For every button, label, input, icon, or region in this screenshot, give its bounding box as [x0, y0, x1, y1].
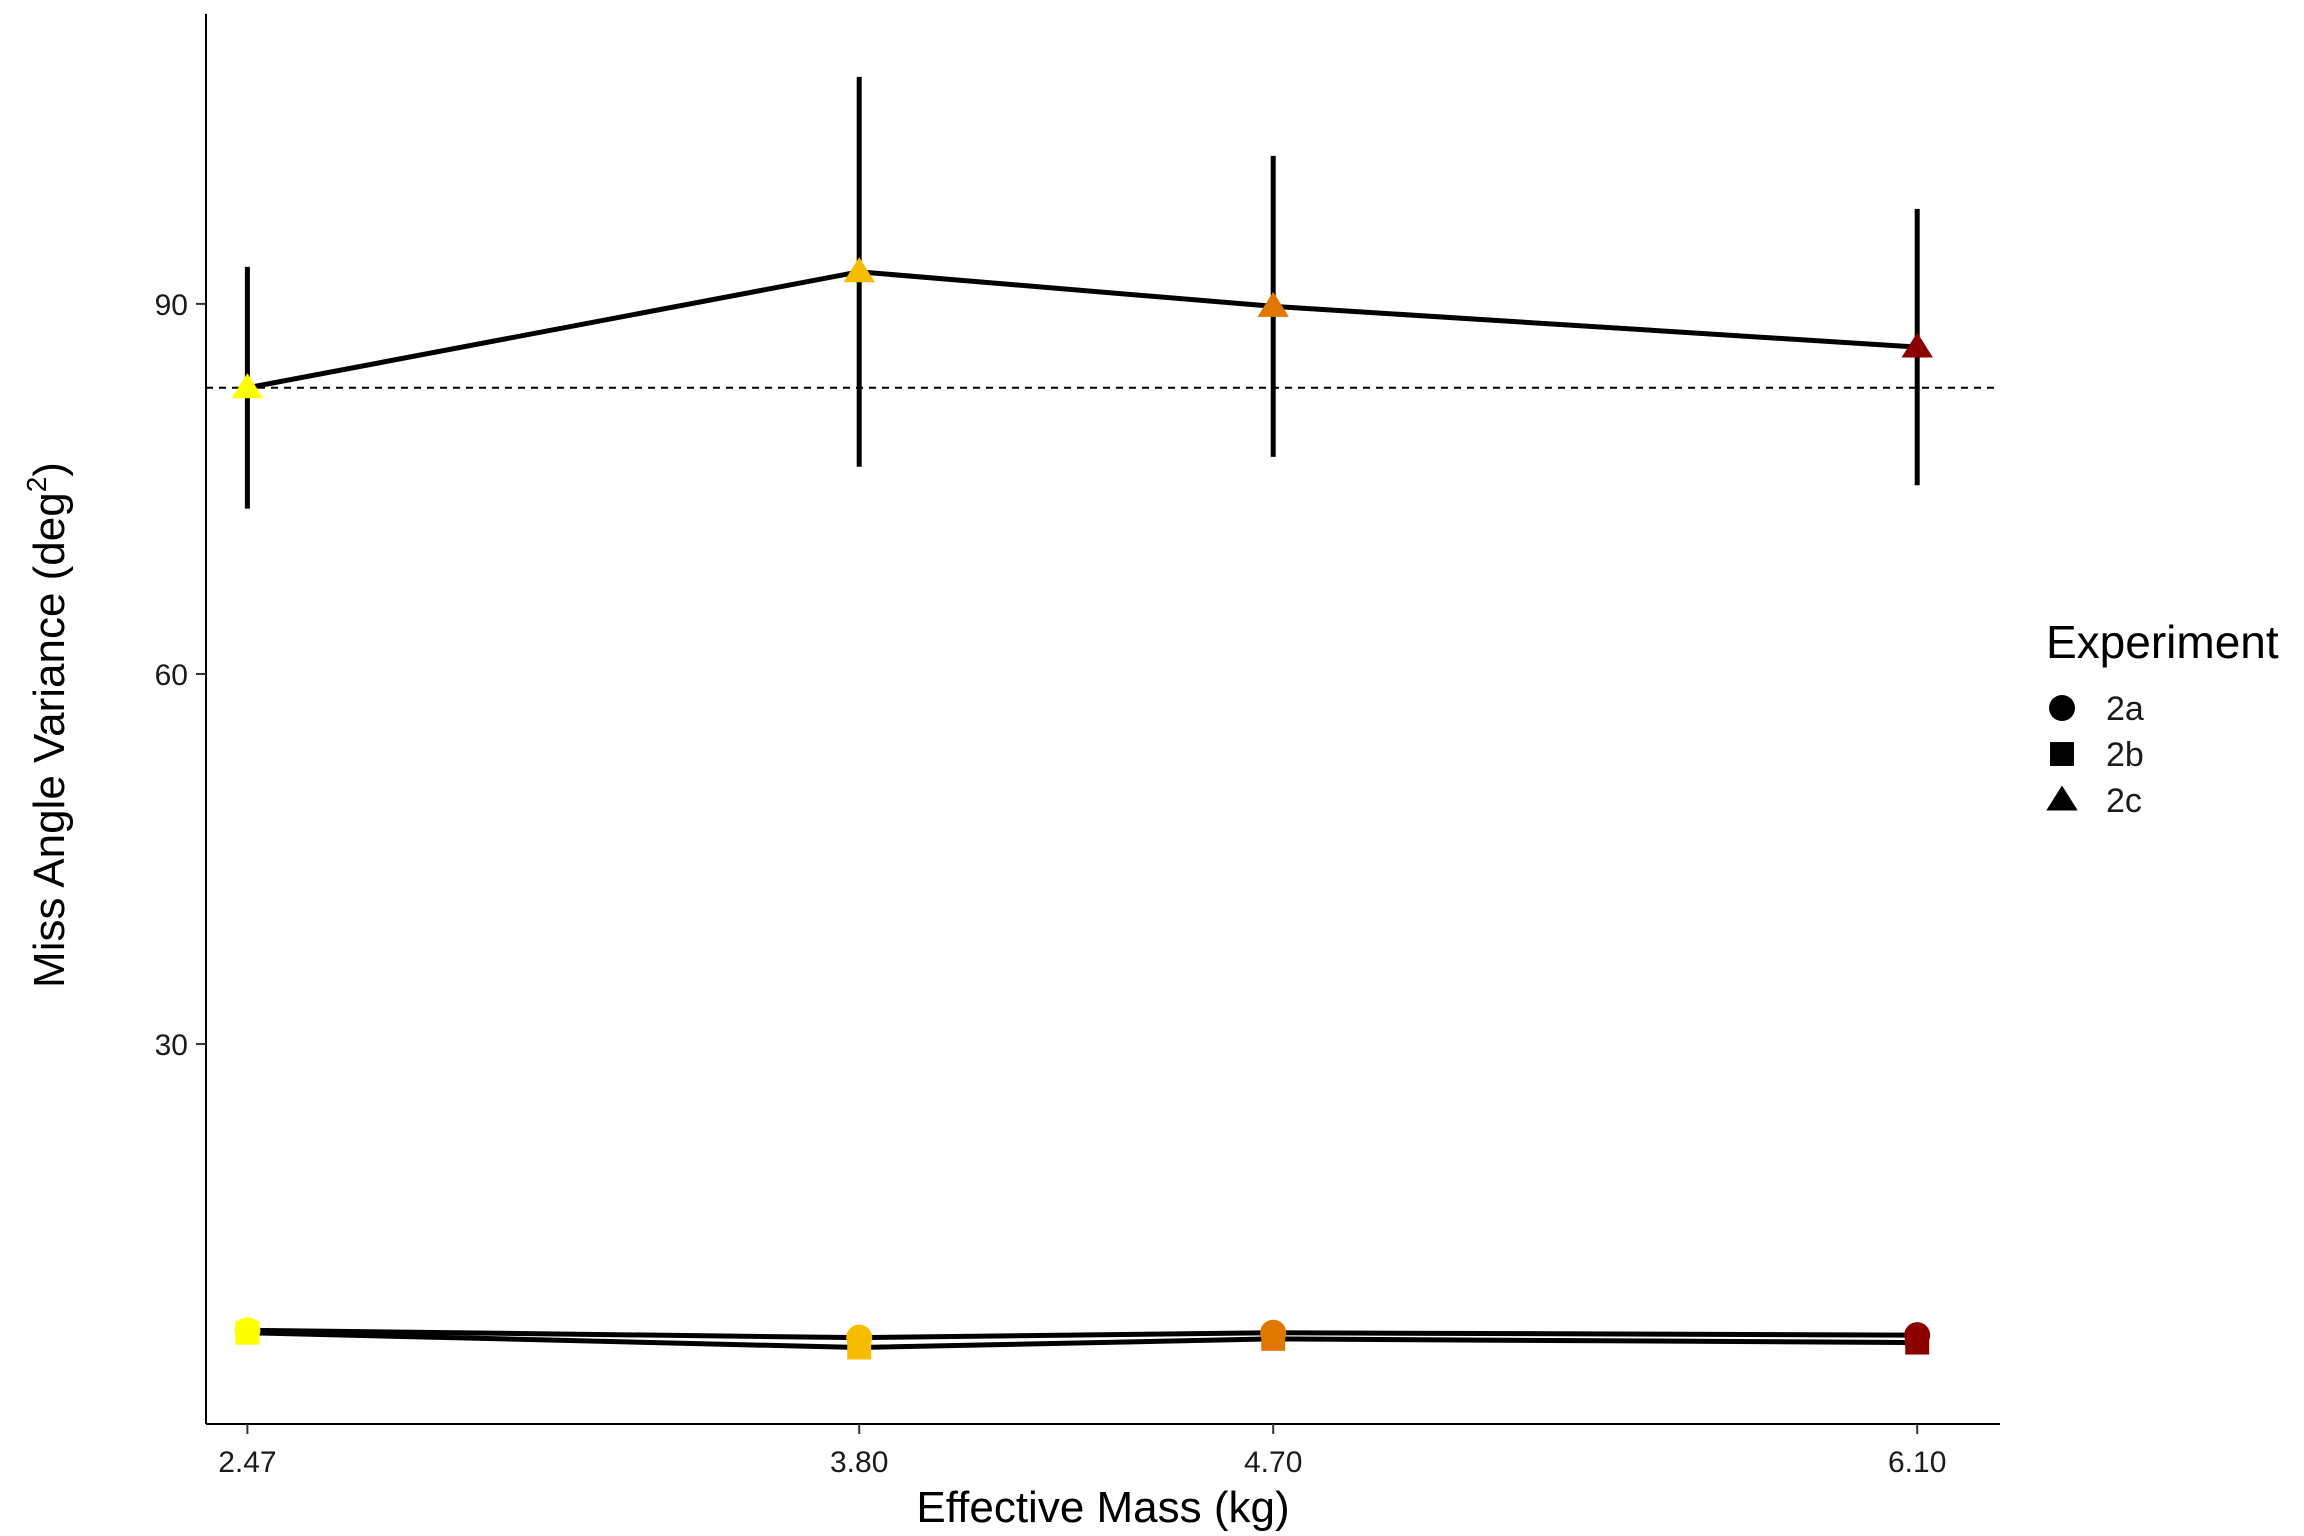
- series-line-2c: [246, 269, 1918, 391]
- y-tick-label-0: 30: [155, 1029, 188, 1062]
- x-tick-label-0: 2.47: [218, 1446, 276, 1479]
- point-2b-2: [1261, 1326, 1286, 1351]
- axis-ticks: 2.47 3.80 4.70 6.10 30 60 90: [155, 289, 1947, 1479]
- point-2b-3: [1905, 1330, 1930, 1355]
- legend-label-2c: 2c: [2106, 782, 2142, 820]
- legend-items: 2a 2b 2c: [2046, 690, 2144, 820]
- point-2b-1: [847, 1335, 872, 1360]
- legend-key-2c: [2046, 785, 2078, 811]
- legend-label-2a: 2a: [2106, 690, 2144, 728]
- series-line-2b: [247, 1330, 1918, 1351]
- y-axis-title-main: Miss Angle Variance (deg: [25, 492, 74, 988]
- legend-key-2a: [2049, 695, 2075, 721]
- y-tick-label-1: 60: [155, 659, 188, 692]
- series-line-2a: [247, 1327, 1918, 1341]
- y-tick-label-2: 90: [155, 289, 188, 322]
- x-axis-title: Effective Mass (kg): [916, 1483, 1289, 1532]
- legend-title: Experiment: [2046, 616, 2279, 668]
- y-axis-title-close: ): [25, 462, 74, 477]
- legend: Experiment 2a 2b 2c: [2046, 616, 2279, 820]
- legend-key-2b: [2050, 742, 2074, 766]
- point-2b-0: [235, 1320, 260, 1345]
- point-2c-2: [1257, 291, 1289, 317]
- point-2c-3: [1901, 332, 1933, 358]
- point-2c-0: [231, 373, 264, 399]
- plot-area: [206, 76, 2000, 1360]
- legend-label-2b: 2b: [2106, 736, 2144, 774]
- y-axis-title: Miss Angle Variance (deg2): [21, 462, 74, 988]
- y-axis-title-superscript: 2: [21, 477, 52, 493]
- x-tick-label-3: 6.10: [1888, 1446, 1946, 1479]
- x-tick-label-2: 4.70: [1244, 1446, 1302, 1479]
- point-2c-1: [843, 257, 875, 283]
- x-tick-label-1: 3.80: [830, 1446, 888, 1479]
